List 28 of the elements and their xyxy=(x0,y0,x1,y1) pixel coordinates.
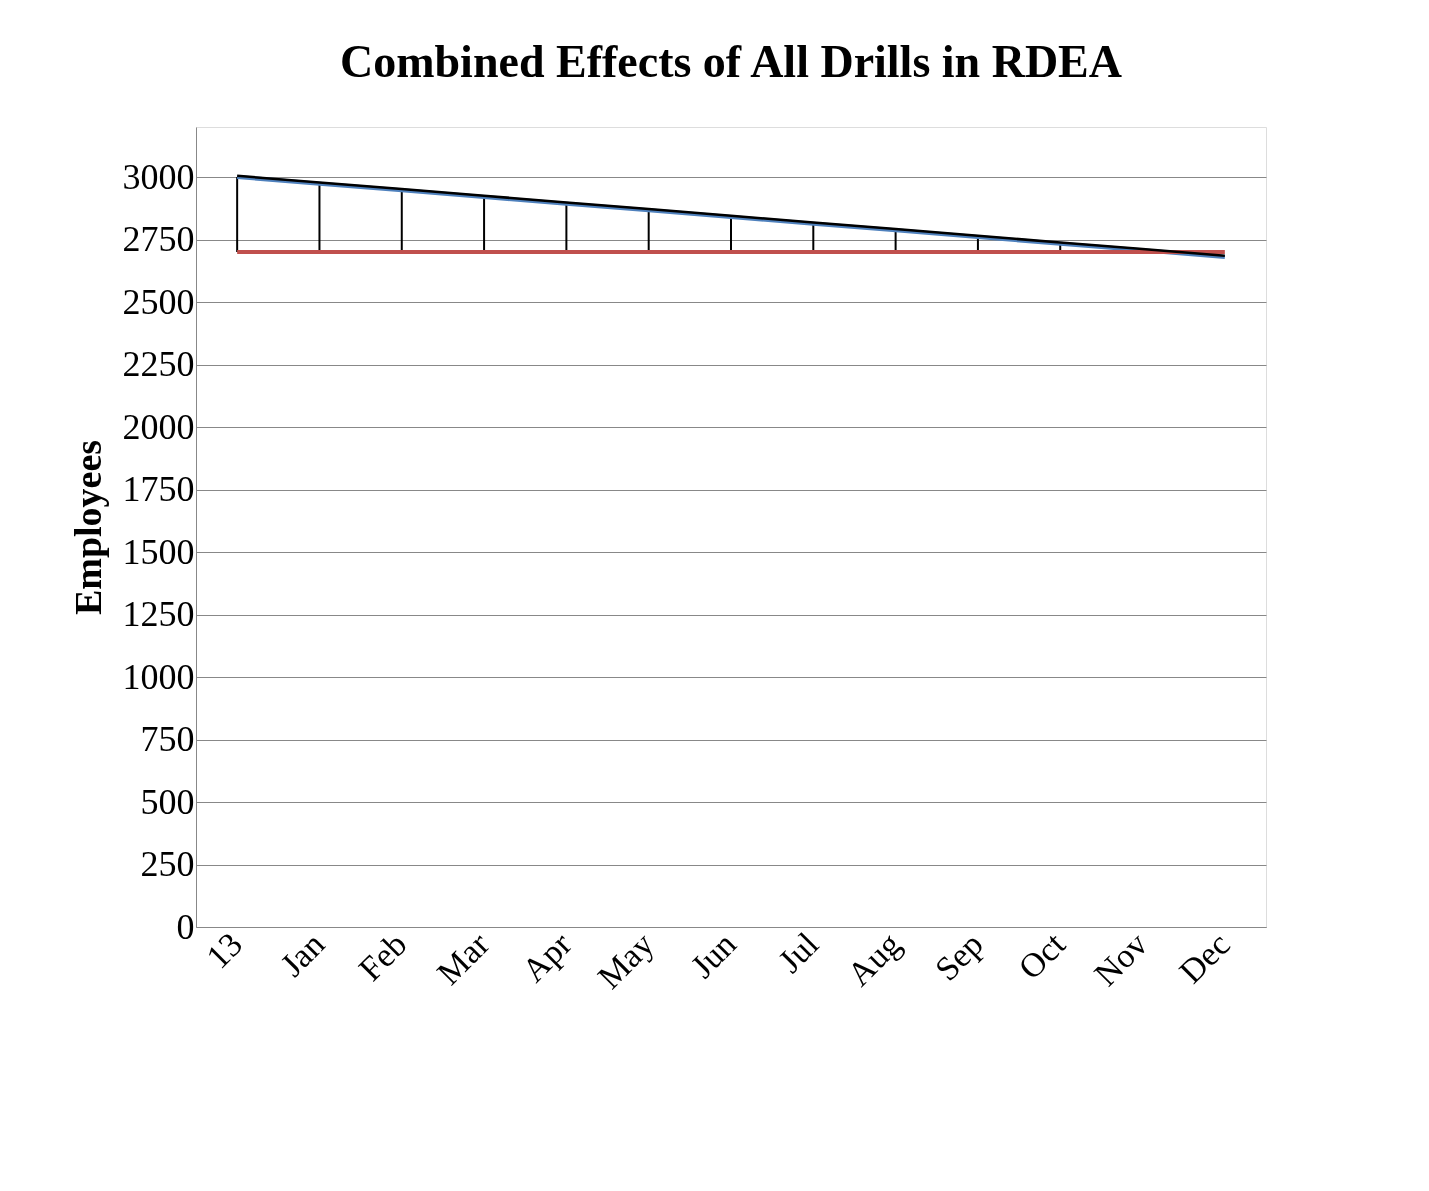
y-tick-label: 0 xyxy=(176,906,195,947)
x-tick-label: Jul xyxy=(771,925,826,980)
y-tick-label: 250 xyxy=(140,844,195,884)
y-tick-label: 2500 xyxy=(122,281,195,322)
x-tick-label: Jan xyxy=(273,925,332,984)
x-tick-label: May xyxy=(590,925,661,996)
x-tick-label: Feb xyxy=(351,925,414,988)
y-tick-label: 2000 xyxy=(122,406,195,447)
y-tick-label: 1500 xyxy=(122,531,195,572)
chart-title: Combined Effects of All Drills in RDEA xyxy=(340,36,1122,87)
y-tick-label: 1750 xyxy=(122,469,195,509)
y-tick-label: 1250 xyxy=(122,594,195,634)
y-tick-label: 3000 xyxy=(122,156,195,197)
y-tick-label: 750 xyxy=(140,719,195,759)
x-tick-label: Mar xyxy=(429,924,497,992)
x-tick-label: Oct xyxy=(1011,924,1073,987)
y-axis-title: Employees xyxy=(66,439,109,616)
x-tick-label: Dec xyxy=(1171,925,1237,991)
x-tick-label: Apr xyxy=(514,924,579,989)
y-tick-label: 2750 xyxy=(122,219,195,259)
x-tick-label: Sep xyxy=(927,925,990,988)
y-tick-label: 500 xyxy=(140,781,195,822)
y-tick-label: 2250 xyxy=(122,344,195,384)
y-tick-label: 1000 xyxy=(122,656,195,697)
x-tick-label: Jun xyxy=(683,925,744,985)
x-tick-label: Nov xyxy=(1086,925,1155,993)
x-tick-label: Aug xyxy=(840,925,908,993)
x-tick-label: 13 xyxy=(198,925,250,976)
